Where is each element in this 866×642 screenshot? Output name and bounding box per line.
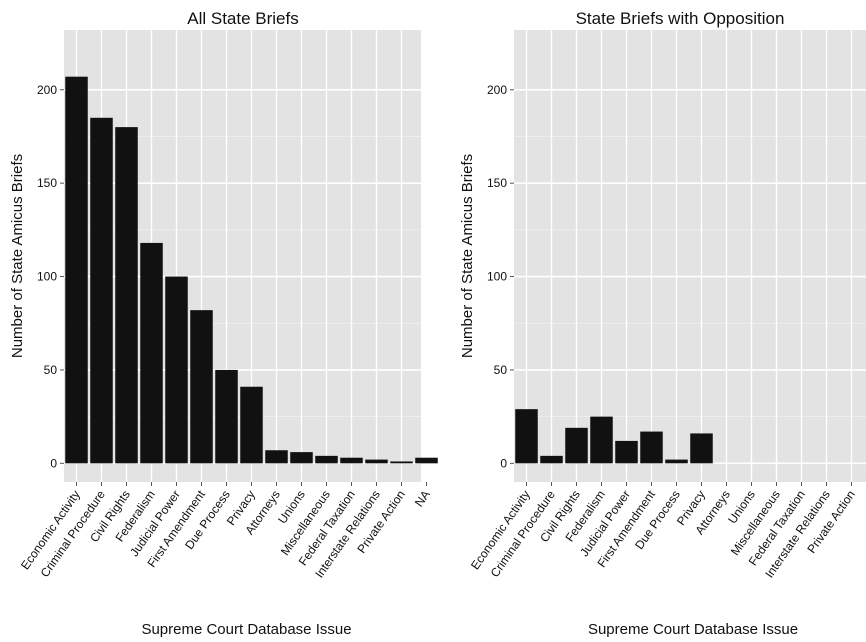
bar (615, 440, 638, 464)
bar (265, 450, 288, 464)
y-tick-label: 0 (50, 456, 57, 470)
bar (190, 310, 213, 464)
bar (165, 276, 188, 464)
left-chart-title: All State Briefs (187, 9, 299, 28)
right-y-axis-label: Number of State Amicus Briefs (459, 154, 476, 358)
y-tick-label: 150 (37, 176, 57, 190)
bar (590, 416, 613, 464)
bar (540, 455, 563, 464)
y-tick-label: 100 (37, 270, 57, 284)
bar (115, 127, 138, 464)
left-y-axis-label: Number of State Amicus Briefs (9, 154, 26, 358)
bar (290, 452, 313, 464)
right-gridlines (514, 30, 866, 482)
left-x-axis-label: Supreme Court Database Issue (141, 621, 351, 638)
bar (365, 459, 388, 464)
bar (90, 117, 113, 464)
x-tick-label: NA (412, 488, 433, 510)
right-bars (515, 409, 713, 464)
y-tick-label: 50 (44, 363, 58, 377)
y-tick-label: 50 (494, 363, 508, 377)
bar (140, 242, 163, 464)
bar (665, 459, 688, 464)
bar (390, 461, 413, 464)
y-tick-label: 0 (500, 456, 507, 470)
bar (215, 369, 238, 464)
bar (565, 427, 588, 464)
bar (340, 457, 363, 464)
bar (415, 457, 438, 464)
left-bars (65, 76, 438, 464)
bar (240, 386, 263, 464)
y-tick-label: 200 (37, 83, 57, 97)
y-tick-label: 200 (487, 83, 507, 97)
y-tick-label: 100 (487, 270, 507, 284)
bar (640, 431, 663, 464)
bar (690, 433, 713, 464)
right-x-axis-label: Supreme Court Database Issue (588, 621, 798, 638)
bar (65, 76, 88, 464)
bar (315, 455, 338, 464)
right-plot-background (514, 30, 866, 482)
bar (515, 409, 538, 464)
y-tick-label: 150 (487, 176, 507, 190)
right-chart-title: State Briefs with Opposition (576, 9, 785, 28)
